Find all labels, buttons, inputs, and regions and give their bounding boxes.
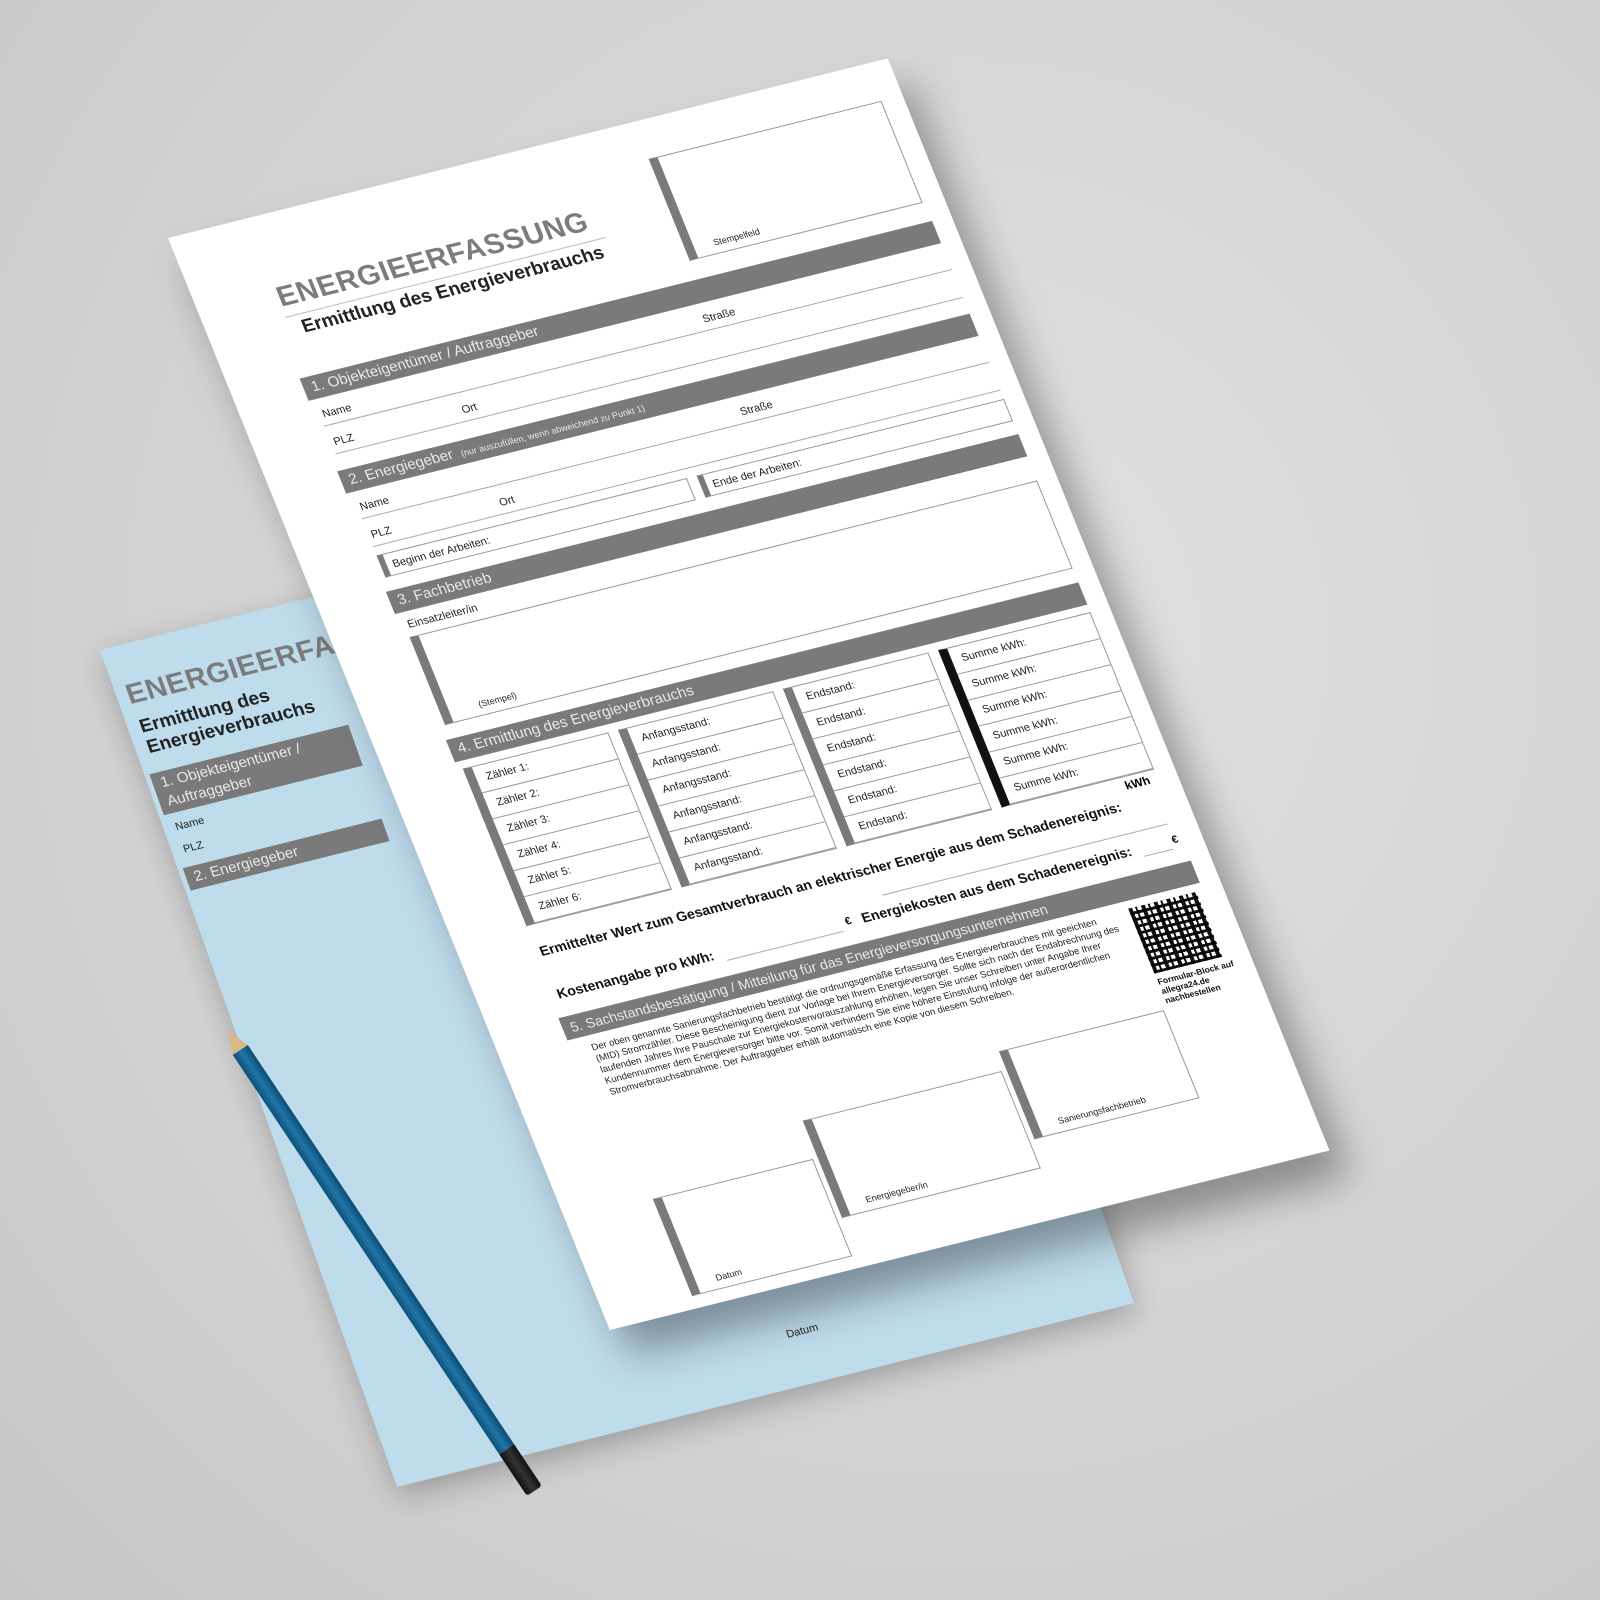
section1-city-label: Ort: [459, 401, 480, 417]
back-name: Name: [173, 814, 207, 834]
section1-zip-label: PLZ: [331, 432, 356, 449]
energy-cost-field[interactable]: [1144, 848, 1174, 857]
section2-note: (nur auszufüllen, wenn abweichend zu Pun…: [459, 403, 647, 459]
signature-energy-box[interactable]: Energiegeber/in: [802, 1071, 1041, 1218]
section3-stamp-label: (Stempel): [476, 690, 519, 710]
signature-energy-label: Energiegeber/in: [863, 1179, 930, 1205]
cost-unit: €: [1169, 833, 1181, 847]
section2-street-label: Straße: [738, 399, 775, 419]
back-datum: Datum: [784, 1321, 820, 1341]
section2-title: 2. Energiegeber: [346, 446, 456, 488]
start-of-work-label: Beginn der Arbeiten:: [390, 534, 492, 571]
date-box[interactable]: Datum: [652, 1158, 853, 1297]
price-unit: €: [843, 915, 854, 928]
section2-bar: 2. Energiegeber(nur auszufüllen, wenn ab…: [337, 313, 979, 494]
section2-city-label: Ort: [497, 494, 517, 509]
end-of-work-label: Ende der Arbeiten:: [710, 457, 804, 491]
section2-zip-label: PLZ: [369, 524, 394, 541]
section1-name-label: Name: [320, 402, 354, 421]
signature-company-box[interactable]: Sanierungsfachbetrieb: [998, 1010, 1200, 1140]
back-plz: PLZ: [181, 839, 206, 856]
section1-street-label: Straße: [700, 306, 738, 326]
section1-zip-field[interactable]: [335, 296, 964, 455]
stamp-field-label: Stempelfeld: [711, 226, 762, 248]
signature-company-label: Sanierungsfachbetrieb: [1056, 1094, 1148, 1126]
date-label: Datum: [713, 1266, 744, 1283]
section2-name-label: Name: [358, 494, 391, 513]
back-section2-bar: 2. Energiegeber: [182, 818, 390, 891]
qr-code: [1128, 891, 1223, 974]
